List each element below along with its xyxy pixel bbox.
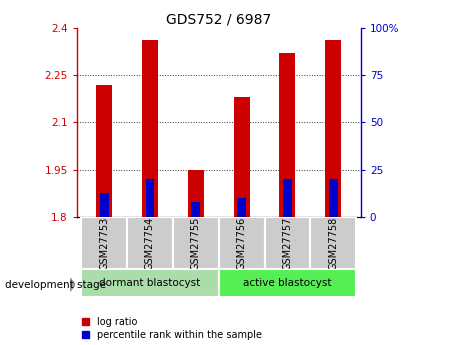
Text: GSM27755: GSM27755 [191, 217, 201, 270]
Bar [146, 179, 154, 217]
Bar [283, 179, 292, 217]
Bar [173, 217, 219, 269]
Bar [127, 217, 173, 269]
Bar [237, 198, 246, 217]
Bar [142, 40, 158, 217]
Bar [191, 202, 200, 217]
Bar [234, 97, 250, 217]
Title: GDS752 / 6987: GDS752 / 6987 [166, 12, 272, 27]
Bar [81, 217, 127, 269]
Bar [329, 179, 338, 217]
Bar [325, 40, 341, 217]
Text: GSM27754: GSM27754 [145, 217, 155, 270]
Text: GSM27758: GSM27758 [328, 217, 338, 270]
Bar [188, 170, 204, 217]
Bar [219, 269, 356, 297]
Polygon shape [70, 278, 75, 292]
Legend: log ratio, percentile rank within the sample: log ratio, percentile rank within the sa… [82, 317, 262, 340]
Text: development stage: development stage [5, 280, 106, 289]
Bar [100, 193, 109, 217]
Text: GSM27757: GSM27757 [282, 217, 293, 270]
Bar [219, 217, 265, 269]
Bar [280, 53, 295, 217]
Text: GSM27756: GSM27756 [237, 217, 247, 270]
Text: active blastocyst: active blastocyst [243, 278, 332, 288]
Bar [81, 269, 219, 297]
Bar [265, 217, 310, 269]
Bar [96, 85, 112, 217]
Bar [310, 217, 356, 269]
Text: GSM27753: GSM27753 [99, 217, 109, 270]
Text: dormant blastocyst: dormant blastocyst [99, 278, 201, 288]
